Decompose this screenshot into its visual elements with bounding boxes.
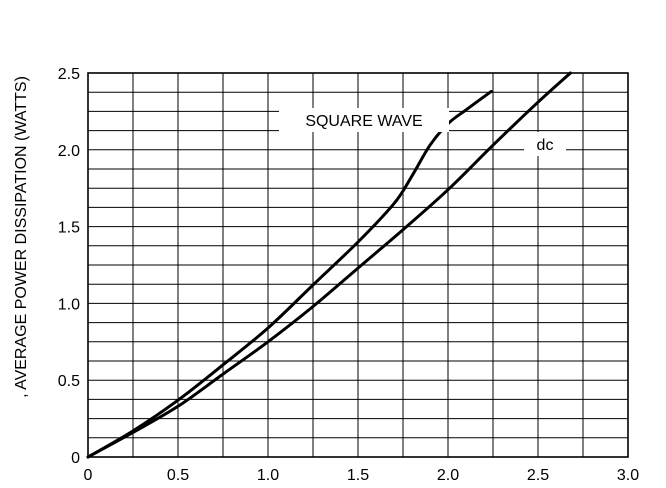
series-label-dc: dc [537, 137, 554, 154]
x-tick-label: 3.0 [617, 467, 639, 484]
x-tick-label: 1.5 [347, 467, 369, 484]
y-tick-label: 2.5 [58, 66, 80, 83]
x-tick-label: 1.0 [257, 467, 279, 484]
y-tick-label: 0 [71, 450, 80, 467]
x-tick-label: 2.0 [437, 467, 459, 484]
y-axis-title: , AVERAGE POWER DISSIPATION (WATTS) [13, 76, 30, 398]
label-background-dc [524, 132, 566, 156]
label-background-square-wave [279, 108, 449, 132]
y-tick-label: 1.5 [58, 220, 80, 237]
x-tick-label: 0.5 [167, 467, 189, 484]
y-tick-label: 1.0 [58, 296, 80, 313]
y-axis-tick-labels: 0 0.5 1.0 1.5 2.0 2.5 [58, 66, 80, 467]
series-labels: SQUARE WAVE dc [279, 108, 566, 156]
x-tick-label: 0 [84, 467, 93, 484]
x-tick-label: 2.5 [527, 467, 549, 484]
series-label-square-wave: SQUARE WAVE [305, 113, 422, 130]
series-line-dc [86, 71, 572, 459]
plot-area-frame [87, 72, 629, 458]
y-tick-label: 2.0 [58, 143, 80, 160]
series-line-square-wave [86, 89, 493, 459]
y-tick-label: 0.5 [58, 373, 80, 390]
x-axis-tick-labels: 0 0.5 1.0 1.5 2.0 2.5 3.0 [84, 467, 640, 484]
